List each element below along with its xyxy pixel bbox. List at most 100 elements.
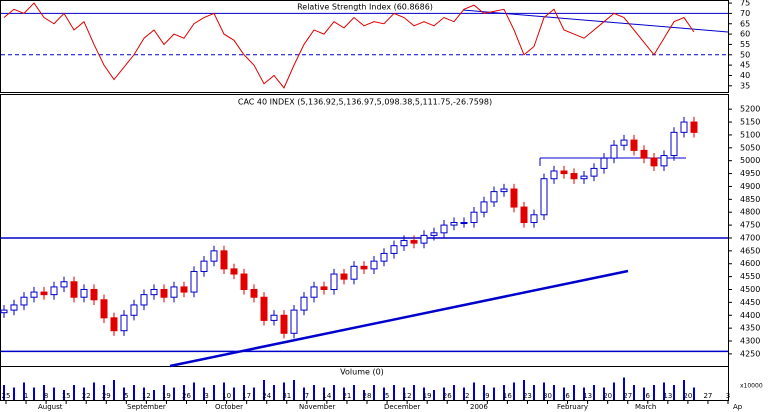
candle-body (660, 155, 668, 167)
candle-body (310, 286, 318, 298)
volume-bar (543, 382, 545, 400)
candle-body (210, 250, 218, 262)
support-line (169, 269, 629, 368)
x-tick-label: 3 (726, 392, 730, 400)
candle-body (240, 273, 248, 290)
candle-body (250, 288, 258, 298)
x-tick-label: 15 (62, 392, 71, 400)
x-tick-label: 28 (363, 392, 372, 400)
rsi-line (3, 2, 695, 89)
y-tick-label: 75 (740, 0, 750, 8)
y-tick-label: 70 (740, 9, 750, 18)
month-label: October (215, 403, 243, 411)
candle-body (370, 260, 378, 270)
y-tick-label: 5050 (740, 143, 760, 152)
volume-bar (153, 390, 155, 400)
candle-body (80, 288, 88, 298)
candle-body (560, 170, 568, 175)
y-tick-label: 4650 (740, 246, 760, 255)
volume-bar (113, 380, 115, 400)
rsi-frame (0, 0, 729, 93)
candle-body (160, 288, 168, 298)
volume-unit: x10000 (740, 383, 763, 390)
volume-frame (0, 366, 729, 401)
candle-body (170, 286, 178, 298)
volume-bar (373, 385, 375, 400)
candle-body (410, 240, 418, 244)
month-label: 2006 (470, 403, 488, 411)
month-label: December (384, 403, 420, 411)
x-tick-label: 26 (443, 392, 452, 400)
candle-body (200, 260, 208, 272)
x-tick-label: 13 (583, 392, 592, 400)
volume-title: Volume (0) (340, 368, 384, 377)
volume-bar (633, 385, 635, 400)
x-tick-label: 27 (703, 392, 712, 400)
candle-body (20, 296, 28, 306)
x-tick-label: 22 (82, 392, 91, 400)
y-tick-label: 4900 (740, 182, 760, 191)
volume-bar (203, 387, 205, 400)
y-tick-label: 55 (740, 40, 750, 49)
x-tick-label: 20 (603, 392, 612, 400)
volume-bar (533, 385, 535, 400)
volume-bar (393, 385, 395, 400)
volume-bar (653, 385, 655, 400)
volume-bar (683, 380, 685, 400)
volume-bar (213, 385, 215, 400)
x-tick-label: 2 (465, 392, 469, 400)
volume-bar (603, 387, 605, 400)
volume-bar (303, 387, 305, 400)
x-tick-label: 3 (204, 392, 208, 400)
volume-bar (563, 387, 565, 400)
candle-body (630, 139, 638, 151)
volume-bar (183, 385, 185, 400)
month-label: August (38, 403, 63, 411)
candle-body (600, 157, 608, 169)
volume-bar (623, 377, 625, 400)
candle-body (690, 121, 698, 133)
volume-bar (283, 382, 285, 400)
volume-bar (3, 385, 5, 400)
candle-body (490, 191, 498, 203)
x-tick-label: 12 (403, 392, 412, 400)
candle-body (620, 139, 628, 146)
y-tick-label: 4550 (740, 272, 760, 281)
candle-body (590, 167, 598, 177)
candle-body (230, 268, 238, 275)
candle-body (350, 265, 358, 280)
x-tick-label: 30 (543, 392, 552, 400)
x-tick-label: 25 (2, 392, 11, 400)
candle-body (280, 314, 288, 334)
y-tick-label: 4350 (740, 324, 760, 333)
volume-bar (43, 385, 45, 400)
x-tick-label: 17 (242, 392, 251, 400)
y-tick-label: 65 (740, 19, 750, 28)
volume-bar (353, 385, 355, 400)
candle-body (380, 252, 388, 262)
y-tick-label: 60 (740, 30, 750, 39)
volume-bar (673, 385, 675, 400)
volume-bar (163, 385, 165, 400)
candle-body (360, 265, 368, 270)
candle-body (390, 245, 398, 254)
month-label: March (635, 403, 656, 411)
candle-body (470, 211, 478, 224)
y-tick-label: 4850 (740, 195, 760, 204)
volume-bar (463, 387, 465, 400)
volume-bar (293, 380, 295, 400)
candle-body (530, 214, 538, 224)
candle-body (480, 201, 488, 213)
x-tick-label: 5 (124, 392, 128, 400)
x-tick-label: 20 (683, 392, 692, 400)
candle-body (10, 304, 18, 311)
candle-body (300, 296, 308, 311)
candle-body (150, 288, 158, 296)
y-tick-label: 5000 (740, 156, 760, 165)
x-tick-label: 24 (262, 392, 271, 400)
candle-body (340, 273, 348, 280)
volume-bar (453, 385, 455, 400)
x-tick-label: 5 (385, 392, 389, 400)
volume-bar (233, 387, 235, 400)
y-tick-label: 4800 (740, 208, 760, 217)
